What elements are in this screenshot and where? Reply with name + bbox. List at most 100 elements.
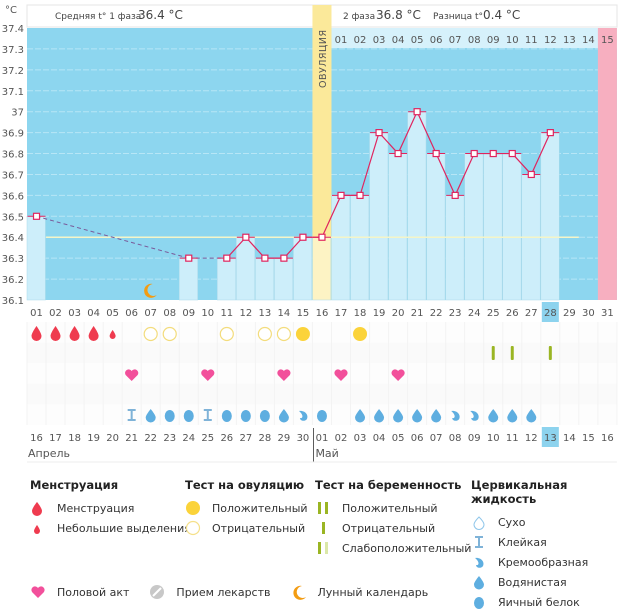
legend-label: Слабоположительный xyxy=(342,541,472,555)
egg-white-icon xyxy=(240,410,251,422)
cycle-day-label: 17 xyxy=(335,308,348,319)
temperature-point xyxy=(546,129,554,137)
calendar-date-label: 03 xyxy=(354,433,367,444)
calendar-date-label: 09 xyxy=(468,433,481,444)
temperature-point xyxy=(261,254,269,262)
watery-drop-icon xyxy=(507,409,518,423)
legend-label: Менструация xyxy=(57,501,135,515)
ovulation-test-negative-icon xyxy=(143,326,158,342)
temperature-bar xyxy=(236,236,256,301)
temperature-point xyxy=(337,191,345,199)
legend-label: Лунный календарь xyxy=(317,585,429,599)
temperature-point xyxy=(299,233,307,241)
x-axis-cycle-days: 01 02 03 04 05 06 07 08 09 10 11 12 13 14 15 16 17 18 19 20… xyxy=(30,302,614,322)
legend-label: Положительный xyxy=(212,501,308,515)
ovulation-test-negative-icon xyxy=(219,326,234,342)
phase2-day-label: 08 xyxy=(468,35,481,46)
temperature-point xyxy=(508,149,516,158)
diff-value: 0.4 °C xyxy=(483,8,520,22)
cycle-day-label: 06 xyxy=(125,308,138,319)
legend-menstruation: Менструация Менструация Небольшие выделе… xyxy=(30,478,191,538)
heart-icon xyxy=(391,369,405,381)
watery-drop-icon xyxy=(526,409,537,423)
heart-icon xyxy=(30,584,48,600)
cycle-day-label: 04 xyxy=(87,308,100,319)
cycle-day-label: 18 xyxy=(354,308,367,319)
one-line-icon xyxy=(315,520,333,536)
legend-item: Небольшие выделения xyxy=(30,518,191,538)
temperature-point xyxy=(394,149,402,158)
phase2-day-label: 13 xyxy=(563,35,576,46)
calendar-date-label: 01 xyxy=(316,433,329,444)
cycle-day-label: 31 xyxy=(601,308,614,319)
blood-drop-icon xyxy=(88,326,99,342)
y-tick-label: 36.5 xyxy=(2,212,24,223)
y-tick-label: 37 xyxy=(11,108,24,119)
legend-label: Сухо xyxy=(498,515,526,529)
legend-item: Лунный календарь xyxy=(291,582,429,602)
cycle-day-label: 05 xyxy=(106,308,119,319)
legend-label: Отрицательный xyxy=(342,521,436,535)
temperature-point xyxy=(413,108,421,116)
temperature-line-segment xyxy=(416,111,437,154)
faint-line-icon xyxy=(315,540,333,556)
calendar-date-label: 16 xyxy=(601,433,614,444)
watery-drop-icon xyxy=(278,409,289,423)
ovulation-test-negative-icon xyxy=(276,326,292,342)
phase2-value: 36.8 °C xyxy=(376,8,421,22)
calendar-dates: 16 17 18 19 20 21 22 23 24 25 26 27 28 29 30 01 02 03 04 05… xyxy=(27,427,617,463)
y-tick-label: 36.8 xyxy=(2,150,24,161)
cycle-day-label: 10 xyxy=(201,308,214,319)
temperature-line-segment xyxy=(530,132,551,175)
temperature-bar xyxy=(293,236,313,301)
legend-item: Сухо xyxy=(471,512,626,532)
cycle-day-label: 15 xyxy=(297,308,310,319)
legend-label: Клейкая xyxy=(498,535,547,549)
legend-item: Менструация xyxy=(30,498,191,518)
watery-drop-icon xyxy=(412,409,423,423)
ovulation-test-positive-icon xyxy=(295,327,310,341)
egg-white-icon xyxy=(164,410,175,422)
y-tick-label: 36.6 xyxy=(2,191,24,202)
egg-white-icon xyxy=(221,410,232,422)
temperature-point xyxy=(375,129,383,137)
ovulation-test-positive-icon xyxy=(353,327,368,341)
y-tick-label: 36.7 xyxy=(2,170,24,181)
temperature-line-segment xyxy=(321,195,342,238)
temperature-bar xyxy=(407,111,427,301)
legend-item: Отрицательный xyxy=(185,518,308,538)
watery-drop-icon xyxy=(374,409,385,423)
small-blood-drop-icon xyxy=(30,520,48,536)
ovulation-test-negative-icon xyxy=(162,326,177,342)
blood-drop-icon xyxy=(31,326,42,342)
pill-icon xyxy=(149,584,167,600)
cycle-day-label: 11 xyxy=(220,308,233,319)
temperature-point xyxy=(489,149,497,158)
calendar-date-label: 13 xyxy=(544,433,557,444)
calendar-date-label: 26 xyxy=(220,433,233,444)
cycle-day-label: 07 xyxy=(144,308,157,319)
heart-icon xyxy=(125,369,139,381)
legend-item: Положительный xyxy=(185,498,308,518)
legend-pregnancy-test: Тест на беременность Положительный Отриц… xyxy=(315,478,471,558)
temperature-point xyxy=(185,254,193,262)
phase2-day-labels: 01 02 03 04 05 06 07 08 09 10 11 12 13 14 15 xyxy=(335,35,614,46)
temperature-line-segment xyxy=(36,215,189,259)
watery-drop-icon xyxy=(393,409,404,423)
watery-drop-icon xyxy=(355,409,366,423)
creamy-icon xyxy=(298,410,308,421)
legend-item: Половой акт xyxy=(30,582,129,602)
small-blood-drop-icon xyxy=(109,330,116,339)
legend-title: Тест на овуляцию xyxy=(185,478,305,492)
cycle-day-label: 26 xyxy=(506,308,519,319)
temperature-bar xyxy=(217,257,236,301)
month-label: Май xyxy=(315,447,338,460)
calendar-date-label: 27 xyxy=(239,433,252,444)
cycle-day-label: 12 xyxy=(239,308,252,319)
cycle-day-label: 01 xyxy=(30,308,43,319)
sticky-icon xyxy=(203,409,212,421)
temperature-bar xyxy=(369,132,389,301)
calendar-date-label: 30 xyxy=(297,433,310,444)
moon-icon xyxy=(291,584,309,600)
phase1-value: 36.4 °C xyxy=(138,8,183,22)
